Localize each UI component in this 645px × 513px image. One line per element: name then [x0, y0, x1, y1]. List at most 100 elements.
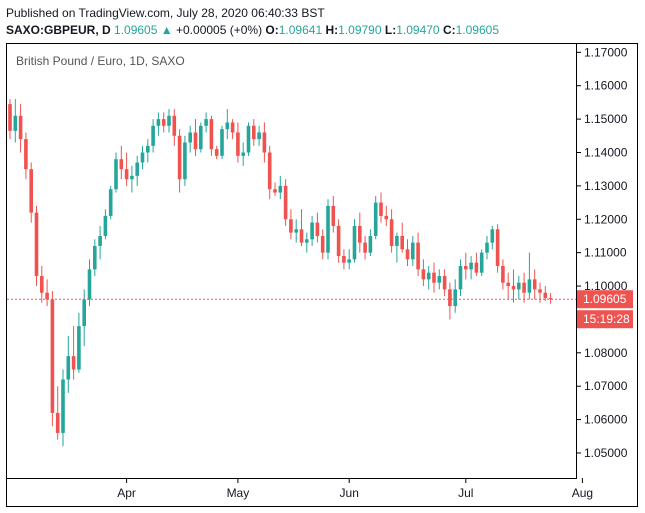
candle	[188, 125, 192, 153]
low-label: L:	[384, 23, 397, 37]
candle-body	[119, 159, 124, 170]
candle	[40, 266, 44, 303]
candle-body	[151, 125, 155, 146]
price-line: 1.09605 15:19:28	[7, 290, 633, 329]
x-axis: Apr May Jun Jul Aug	[117, 478, 593, 500]
candle-body	[352, 225, 357, 260]
candle-body	[299, 229, 304, 243]
x-tick-label: Jun	[340, 486, 359, 500]
candle	[405, 239, 410, 267]
candle-body	[273, 189, 277, 193]
candle	[548, 293, 553, 304]
candle-body	[368, 235, 373, 253]
candle-body	[543, 292, 548, 299]
y-tick-label: 1.16000	[584, 79, 628, 93]
candle	[246, 122, 251, 156]
candle	[289, 209, 293, 240]
candle-body	[448, 289, 452, 307]
candle	[236, 122, 240, 163]
candle	[151, 119, 155, 153]
candle	[501, 259, 505, 290]
candle	[108, 185, 113, 220]
candle	[442, 269, 447, 297]
candle-body	[490, 229, 495, 243]
candle	[352, 219, 357, 263]
candle-body	[193, 132, 198, 150]
candle-body	[167, 115, 171, 126]
candle-body	[453, 289, 457, 307]
plot-frame	[6, 43, 577, 479]
candle	[45, 279, 49, 307]
candle-body	[108, 189, 113, 216]
candle-body	[257, 132, 261, 140]
last-price: 1.09605	[114, 23, 158, 37]
candle	[77, 312, 81, 373]
candle	[98, 225, 102, 260]
candle-body	[241, 152, 245, 156]
candle	[368, 229, 373, 256]
candle	[453, 279, 457, 313]
candle-body	[522, 282, 526, 293]
candle	[262, 122, 267, 163]
candle-body	[50, 299, 55, 413]
candle	[135, 155, 139, 186]
candle	[479, 249, 484, 277]
candle	[55, 386, 60, 440]
candle	[437, 269, 442, 290]
candle	[363, 235, 367, 260]
candle	[71, 326, 76, 380]
candle-body	[305, 239, 309, 243]
candle-body	[342, 255, 346, 263]
candle	[527, 252, 532, 300]
candle	[432, 262, 436, 293]
candle	[93, 239, 97, 277]
candle-body	[24, 139, 28, 170]
high-label: H:	[325, 23, 339, 37]
y-tick-label: 1.15000	[584, 112, 628, 126]
candle	[506, 272, 510, 300]
candle	[517, 276, 521, 300]
candle-body	[209, 119, 214, 150]
candle-body	[485, 242, 489, 253]
candle-body	[389, 219, 394, 246]
candle	[161, 112, 166, 133]
candle	[82, 289, 86, 347]
candle	[24, 132, 28, 180]
candle	[114, 152, 118, 193]
candle-body	[437, 276, 442, 283]
close-label: C:	[442, 23, 456, 37]
candle	[379, 192, 383, 223]
candle	[331, 195, 336, 233]
y-tick-label: 1.06000	[584, 413, 628, 427]
candle	[18, 104, 23, 153]
candle	[342, 249, 346, 270]
candle	[167, 109, 171, 133]
candle	[66, 336, 71, 393]
candle-body	[140, 152, 145, 163]
candle-body	[220, 129, 224, 156]
candle	[485, 235, 489, 260]
y-tick-label: 1.10000	[584, 279, 628, 293]
candle	[538, 282, 542, 303]
candle-body	[283, 185, 288, 220]
candle	[458, 259, 463, 297]
candle-body	[87, 269, 92, 300]
current-price-label: 1.09605	[583, 292, 627, 306]
candle-body	[230, 122, 235, 133]
candle-body	[495, 229, 500, 267]
candle	[130, 165, 134, 193]
candle-body	[411, 242, 415, 260]
candle-body	[474, 262, 479, 273]
symbol-quote-bar: SAXO:GBPEUR, D 1.09605 ▲ +0.00005 (+0%) …	[6, 23, 499, 37]
candle-body	[71, 356, 76, 370]
candle-body	[315, 222, 320, 236]
x-tick-label: Jul	[458, 486, 473, 500]
candle-body	[236, 132, 240, 156]
candle-body	[501, 266, 505, 283]
candle-body	[262, 132, 267, 153]
candle	[283, 179, 288, 226]
candle	[490, 225, 495, 250]
candle	[326, 199, 330, 260]
candle-body	[395, 235, 399, 246]
